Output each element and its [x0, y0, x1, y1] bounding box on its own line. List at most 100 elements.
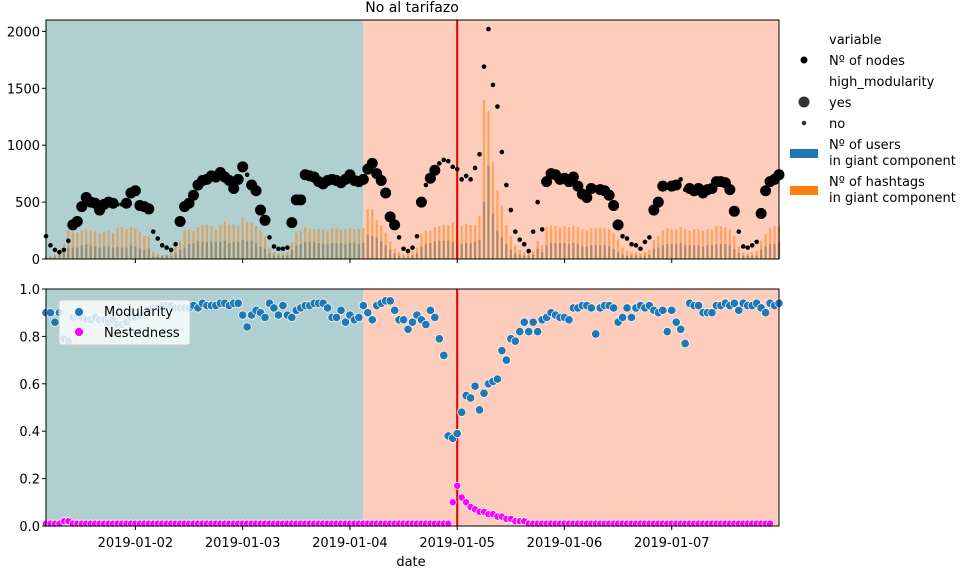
nodes-point [271, 244, 277, 249]
nodes-point [486, 26, 491, 32]
nodes-point [414, 233, 420, 239]
nodes-point [410, 245, 415, 250]
nodes-point [728, 205, 740, 217]
hashtags-bar [634, 252, 638, 259]
hashtags-bar [549, 224, 553, 259]
hashtags-bar [348, 228, 352, 259]
modularity-point [367, 315, 377, 325]
modularity-point [492, 374, 502, 384]
modularity-point [693, 301, 704, 311]
hashtags-bar [697, 229, 700, 259]
nodes-point [52, 247, 58, 253]
nodes-point [415, 196, 427, 208]
top-x-ticks [134, 259, 673, 263]
hashtags-bar [760, 240, 763, 259]
modularity-point [474, 405, 485, 415]
hashtags-bar [643, 252, 647, 259]
top-ytick-label: 500 [15, 196, 40, 211]
modularity-point [242, 322, 252, 332]
modularity-point [260, 312, 270, 322]
hashtags-bar [648, 249, 651, 259]
nodes-point [477, 151, 482, 157]
modularity-point [399, 315, 409, 325]
hashtags-bar [424, 230, 428, 259]
hashtags-bar [541, 245, 544, 259]
modularity-point [287, 312, 297, 322]
hashtags-bar [406, 253, 410, 259]
hashtags-bar [71, 231, 74, 259]
hashtags-bar [362, 228, 365, 259]
hashtags-bar [152, 252, 155, 259]
nodes-point [629, 241, 634, 247]
hashtags-bar [94, 231, 97, 259]
nodes-point [633, 243, 639, 248]
hashtags-bar [246, 221, 249, 259]
nodes-point [539, 227, 545, 232]
hashtags-bar [684, 229, 687, 259]
hashtags-bar [420, 233, 423, 259]
hashtags-bar [764, 233, 767, 259]
nodes-point [450, 164, 456, 170]
modularity-point [510, 336, 520, 346]
nodes-point [526, 248, 532, 254]
hashtags-bar [125, 229, 128, 259]
hashtags-bar [138, 231, 141, 259]
hashtags-bar [451, 222, 454, 259]
bottom-ytick-label: 0.2 [19, 473, 40, 488]
nodes-point [366, 157, 378, 169]
nodes-point [285, 245, 290, 250]
hashtags-bar [433, 227, 436, 259]
nestedness-points [42, 481, 775, 528]
nodes-point [423, 182, 429, 188]
hashtags-bar [465, 223, 468, 259]
hashtags-bar [509, 236, 512, 259]
x-tick-label: 2019-01-04 [312, 536, 388, 551]
hashtags-bar [478, 215, 481, 259]
nodes-point [567, 171, 579, 183]
hashtags-bar [170, 252, 173, 259]
users-legend-label-2: in giant component [829, 154, 956, 169]
modularity-point [524, 327, 534, 337]
hashtags-bar [143, 236, 146, 259]
nodes-point [159, 243, 165, 248]
x-tick-label: 2019-01-03 [205, 536, 281, 551]
top-before-region [46, 20, 364, 259]
hashtags-bar [223, 221, 226, 259]
nodes-point [259, 214, 271, 226]
nodes-point [357, 173, 369, 185]
hashtags-bar [49, 255, 52, 259]
nodes-point [441, 157, 447, 163]
hashtags-bar [389, 241, 392, 259]
hashtags-bar [397, 252, 401, 259]
hashtags-bar [608, 229, 611, 259]
bottom-y-axis: 0.0 0.2 0.4 0.6 0.8 1.0 [19, 283, 46, 535]
hashtags-bar [210, 225, 213, 259]
nodes-point [445, 158, 451, 164]
nodes-point [508, 207, 514, 213]
nodes-point [168, 247, 174, 253]
nodes-point [754, 239, 759, 245]
nodes-point [48, 243, 53, 248]
nodes-point [581, 192, 593, 204]
nodes-point [280, 246, 286, 252]
hashtags-bar [652, 239, 655, 259]
modularity-point [430, 312, 440, 322]
bottom-after-region [363, 289, 779, 526]
hashtags-bar [438, 225, 441, 259]
nodes-point [652, 196, 664, 208]
modularity-point [385, 296, 395, 306]
nodes-point [66, 238, 71, 244]
hashtags-bar [518, 249, 521, 259]
chart-title: No al tarifazo [365, 0, 459, 16]
bottom-legend: Modularity Nestedness [58, 299, 191, 346]
hashtags-bar [375, 220, 378, 259]
nodes-point [164, 245, 169, 250]
hashtags-bar [679, 227, 682, 259]
no-legend-marker [801, 120, 807, 126]
hashtags-bar [639, 253, 642, 259]
nestedness-point [462, 498, 471, 507]
nodes-point [187, 189, 199, 201]
nestedness-legend-label: Nestedness [104, 326, 180, 341]
hashtags-bar [411, 251, 414, 259]
